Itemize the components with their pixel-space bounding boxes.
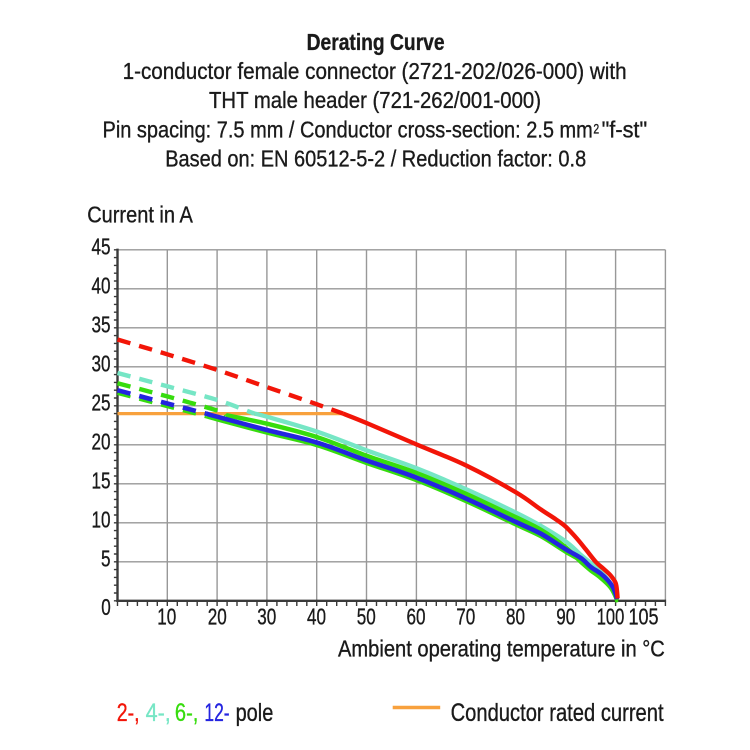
svg-text:pole: pole (236, 699, 274, 727)
svg-text:50: 50 (357, 603, 376, 629)
svg-text:40: 40 (92, 273, 111, 299)
svg-text:Pin spacing: 7.5 mm / Conducto: Pin spacing: 7.5 mm / Conductor cross-se… (103, 116, 593, 142)
svg-text:90: 90 (556, 603, 575, 629)
svg-text:Based on: EN 60512-5-2 / Reduc: Based on: EN 60512-5-2 / Reduction facto… (165, 146, 586, 172)
svg-text:80: 80 (506, 603, 525, 629)
svg-text:40: 40 (307, 603, 326, 629)
svg-text:1-conductor female connector (: 1-conductor female connector (2721-202/0… (123, 58, 627, 84)
svg-text:5: 5 (101, 546, 111, 572)
svg-text:THT male header (721-262/001-0: THT male header (721-262/001-000) (209, 87, 541, 113)
svg-text:10: 10 (92, 507, 111, 533)
svg-text:6-,: 6-, (175, 699, 199, 727)
svg-text:Conductor rated current: Conductor rated current (451, 699, 664, 727)
svg-text:100: 100 (597, 603, 625, 629)
svg-text:2-,: 2-, (117, 699, 140, 727)
svg-text:Derating Curve: Derating Curve (307, 29, 445, 55)
svg-text:20: 20 (208, 603, 227, 629)
svg-text:60: 60 (407, 603, 426, 629)
svg-text:15: 15 (92, 468, 111, 494)
svg-text:70: 70 (456, 603, 475, 629)
svg-text:45: 45 (92, 234, 111, 260)
svg-text:10: 10 (157, 603, 176, 629)
svg-text:2: 2 (593, 121, 599, 136)
svg-text:105: 105 (629, 603, 659, 629)
svg-text:30: 30 (257, 603, 276, 629)
svg-text:25: 25 (92, 390, 111, 416)
svg-text:35: 35 (92, 312, 111, 338)
svg-text:30: 30 (92, 351, 111, 377)
svg-text:12-: 12- (204, 699, 229, 727)
svg-text:Current in A: Current in A (87, 201, 193, 227)
svg-text:0: 0 (101, 594, 111, 620)
svg-text:4-,: 4-, (146, 699, 171, 727)
svg-text:"f-st": "f-st" (602, 116, 648, 142)
svg-text:20: 20 (92, 429, 111, 455)
svg-text:Ambient operating temperature: Ambient operating temperature in °C (338, 635, 665, 661)
